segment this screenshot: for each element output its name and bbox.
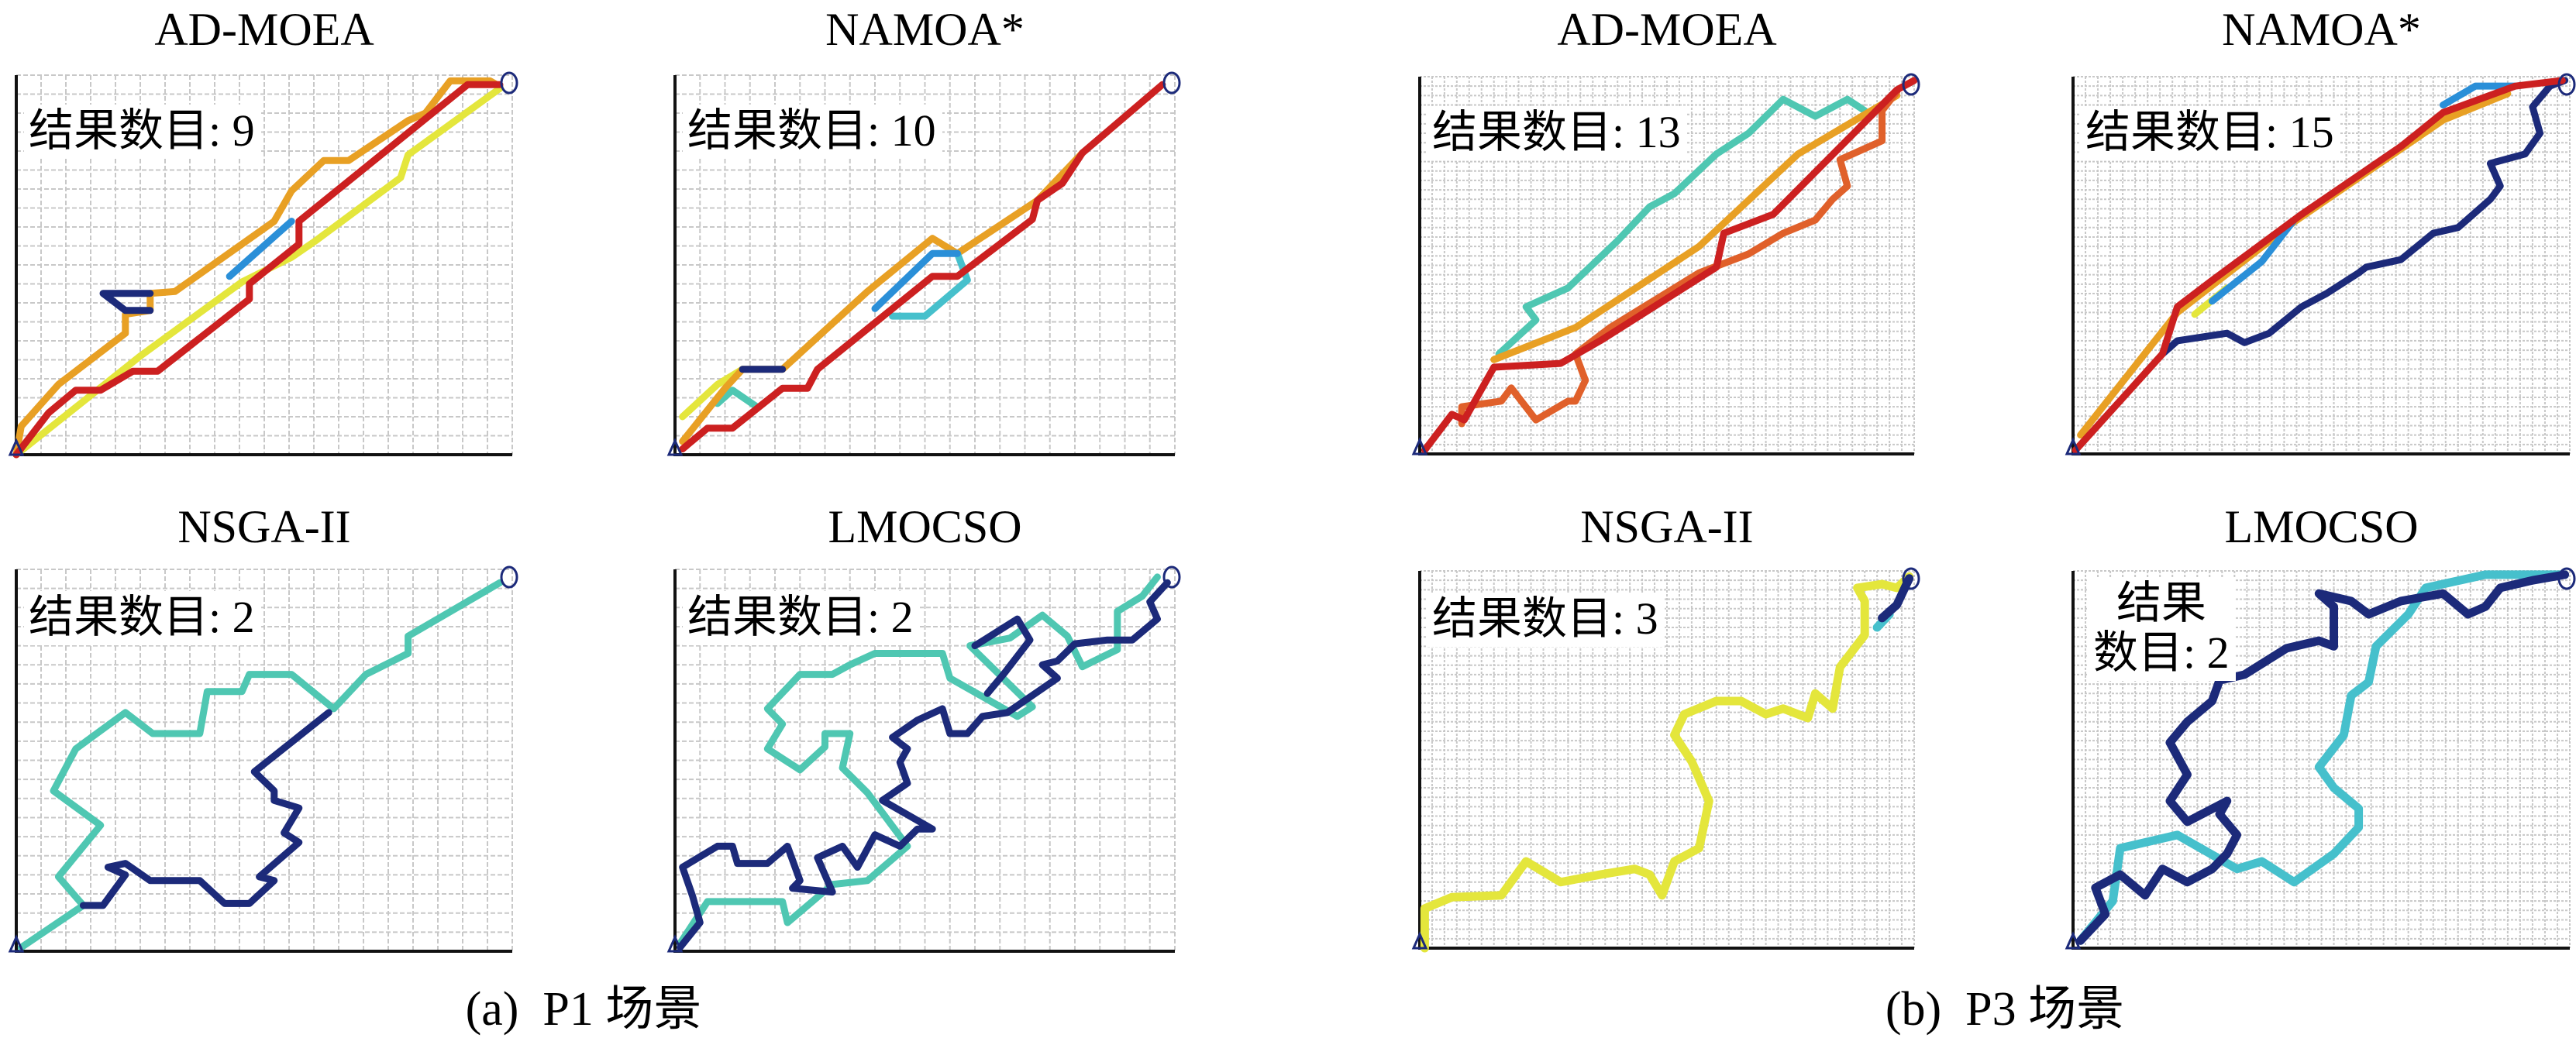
path-series-cyan bbox=[2076, 570, 2570, 945]
path-series-orange bbox=[1490, 91, 1901, 363]
path-series-navy bbox=[676, 579, 1171, 951]
path-series-navy bbox=[1878, 574, 1914, 623]
goal-marker-circle-icon bbox=[1162, 71, 1181, 95]
plot-area bbox=[8, 71, 518, 459]
path-series-teal bbox=[714, 387, 761, 411]
subplot-title: NSGA-II bbox=[1580, 501, 1754, 552]
goal-marker-circle-icon bbox=[500, 565, 518, 589]
result-count-line: 结果 bbox=[2116, 578, 2207, 628]
goal-marker-circle-icon bbox=[1902, 567, 1920, 590]
path-series-navy bbox=[971, 615, 1034, 697]
path-series-red bbox=[679, 81, 1166, 453]
path-series-teal bbox=[676, 573, 1161, 947]
start-marker-triangle-icon bbox=[2065, 437, 2082, 455]
start-marker-triangle-icon bbox=[8, 934, 25, 953]
path-series-blue bbox=[2208, 216, 2298, 305]
path-series-yellow bbox=[12, 84, 504, 459]
caption-p1: (a) P1 场景 bbox=[465, 983, 702, 1036]
plot-area bbox=[666, 71, 1181, 456]
result-count-label: 结果数目: 13 bbox=[1427, 106, 1687, 160]
result-count-label: 结果数目: 2 bbox=[683, 591, 920, 645]
plot-area bbox=[666, 565, 1181, 953]
path-series-blue bbox=[2440, 82, 2519, 109]
start-marker-triangle-icon bbox=[1411, 931, 1428, 950]
subplot-title: NAMOA* bbox=[825, 4, 1025, 55]
subplot-title: LMOCSO bbox=[2224, 501, 2419, 552]
subplot-title: NAMOA* bbox=[2222, 4, 2421, 55]
path-series-red bbox=[1421, 77, 1918, 454]
path-series-orangered bbox=[1458, 88, 1901, 428]
goal-marker-circle-icon bbox=[2557, 567, 2576, 590]
path-series-orange bbox=[679, 149, 1087, 445]
subplot-title: LMOCSO bbox=[828, 501, 1022, 552]
goal-marker-circle-icon bbox=[2557, 73, 2576, 96]
start-marker-triangle-icon bbox=[2065, 931, 2082, 950]
path-series-navy bbox=[99, 290, 154, 314]
start-marker-triangle-icon bbox=[8, 438, 25, 456]
result-count-label: 结果数目: 15 bbox=[2081, 106, 2340, 160]
path-series-navy bbox=[79, 709, 332, 909]
result-count-line: 数目: 2 bbox=[2093, 627, 2230, 678]
subplot-title: AD-MOEA bbox=[154, 4, 374, 55]
path-series-red bbox=[2071, 77, 2566, 454]
path-series-navy bbox=[2076, 570, 2570, 945]
result-count-label: 结果数目: 2 bbox=[24, 591, 261, 645]
start-marker-triangle-icon bbox=[666, 934, 684, 953]
caption-p3: (b) P3 场景 bbox=[1885, 983, 2125, 1036]
path-series-teal bbox=[1495, 95, 1868, 358]
path-series-yellow bbox=[1420, 572, 1914, 953]
path-series-cyan bbox=[889, 249, 971, 320]
start-marker-triangle-icon bbox=[666, 438, 684, 456]
goal-marker-circle-icon bbox=[1902, 73, 1920, 96]
result-count-label: 结果数目: 2 bbox=[2089, 577, 2236, 681]
path-series-blue bbox=[226, 218, 295, 280]
path-series-orange bbox=[12, 77, 504, 459]
subplot-title: NSGA-II bbox=[177, 501, 351, 552]
result-count-label: 结果数目: 9 bbox=[24, 105, 261, 159]
path-series-teal bbox=[17, 579, 504, 951]
goal-marker-circle-icon bbox=[1162, 565, 1181, 589]
start-marker-triangle-icon bbox=[1411, 437, 1428, 455]
subplot-title: AD-MOEA bbox=[1557, 4, 1777, 55]
result-count-label: 结果数目: 3 bbox=[1427, 593, 1665, 647]
result-count-label: 结果数目: 10 bbox=[683, 105, 942, 159]
path-series-blue bbox=[871, 249, 961, 312]
path-series-navy bbox=[2158, 77, 2569, 358]
path-series-red bbox=[12, 81, 504, 459]
goal-marker-circle-icon bbox=[500, 71, 518, 95]
